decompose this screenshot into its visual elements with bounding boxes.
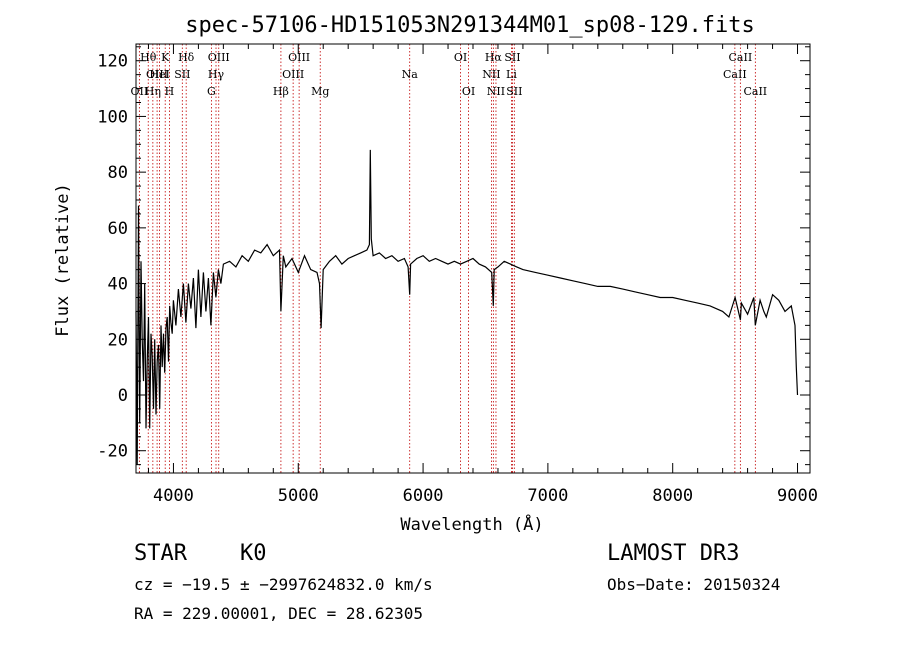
x-tick-label: 8000 — [652, 486, 693, 506]
y-tick-label: 60 — [108, 219, 128, 239]
spectral-line-label: Hγ — [208, 68, 225, 81]
spectral-line-label: OI — [462, 85, 475, 98]
object-subclass: K0 — [240, 541, 267, 566]
spectral-line-label: NII — [482, 68, 500, 81]
y-tick-label: 100 — [97, 107, 128, 127]
x-tick-label: 9000 — [777, 486, 818, 506]
spectral-line-label: CaII — [723, 68, 747, 81]
spectral-line-label: Hα — [485, 51, 503, 64]
x-tick-label: 6000 — [403, 486, 444, 506]
spectral-line-label: H — [165, 85, 175, 98]
spectral-line-label: OIII — [208, 51, 230, 64]
x-axis: 4000 5000 6000 7000 8000 9000 — [147, 44, 818, 506]
x-axis-label: Wavelength (Å) — [400, 513, 543, 535]
redshift-info: cz = −19.5 ± −2997624832.0 km/s — [134, 575, 433, 594]
spectral-line-label: NII — [487, 85, 505, 98]
spectral-line-label: OII — [131, 85, 149, 98]
y-tick-label: 0 — [118, 386, 128, 406]
spectral-line-label: Mg — [311, 85, 329, 98]
spectral-line-label: Li — [506, 68, 517, 81]
spectral-line-label: OIII — [146, 68, 168, 81]
spectral-line-label: OIII — [288, 51, 310, 64]
y-tick-label: 40 — [108, 275, 128, 295]
y-axis: -20 0 20 40 60 80 100 120 — [97, 46, 810, 466]
x-tick-label: 7000 — [527, 486, 568, 506]
y-tick-label: 120 — [97, 52, 128, 72]
spectral-line-label: HeI — [149, 68, 169, 81]
x-tick-label: 5000 — [278, 486, 319, 506]
spectral-line-label: G — [207, 85, 216, 98]
spectral-line-label: Hδ — [178, 51, 195, 64]
spectral-line-label: K — [161, 51, 170, 64]
y-axis-label: Flux (relative) — [53, 183, 73, 337]
spectral-line-label: Hβ — [273, 85, 289, 98]
spectral-line-label: OIII — [282, 68, 304, 81]
observation-date: Obs−Date: 20150324 — [607, 575, 780, 594]
spectral-line-label: SII — [506, 85, 522, 98]
chart-title: spec-57106-HD151053N291344M01_sp08-129.f… — [185, 13, 755, 38]
coordinates: RA = 229.00001, DEC = 28.62305 — [134, 604, 423, 623]
x-tick-label: 4000 — [153, 486, 194, 506]
y-tick-label: 80 — [108, 163, 128, 183]
spectral-line-label: Hη — [145, 85, 161, 98]
spectral-line-label: Hθ — [140, 51, 157, 64]
y-tick-label: 20 — [108, 330, 128, 350]
spectral-line-label: Na — [402, 68, 419, 81]
spectral-line-label: CaII — [729, 51, 753, 64]
y-tick-label: -20 — [97, 442, 128, 462]
spectral-line-label: SII — [504, 51, 520, 64]
survey-name: LAMOST DR3 — [607, 541, 739, 566]
spectral-line-label: SII — [174, 68, 190, 81]
spectral-line-label: CaII — [743, 85, 767, 98]
spectral-line-label: OI — [454, 51, 467, 64]
spectral-line-labels: OIIHθHηOIIIHeIKHSIIHδGHγOIIIHβOIIIOIIIMg… — [131, 51, 768, 98]
spectral-line-markers — [138, 44, 756, 473]
spectrum-series-line — [135, 149, 799, 465]
object-class: STAR — [134, 541, 188, 566]
